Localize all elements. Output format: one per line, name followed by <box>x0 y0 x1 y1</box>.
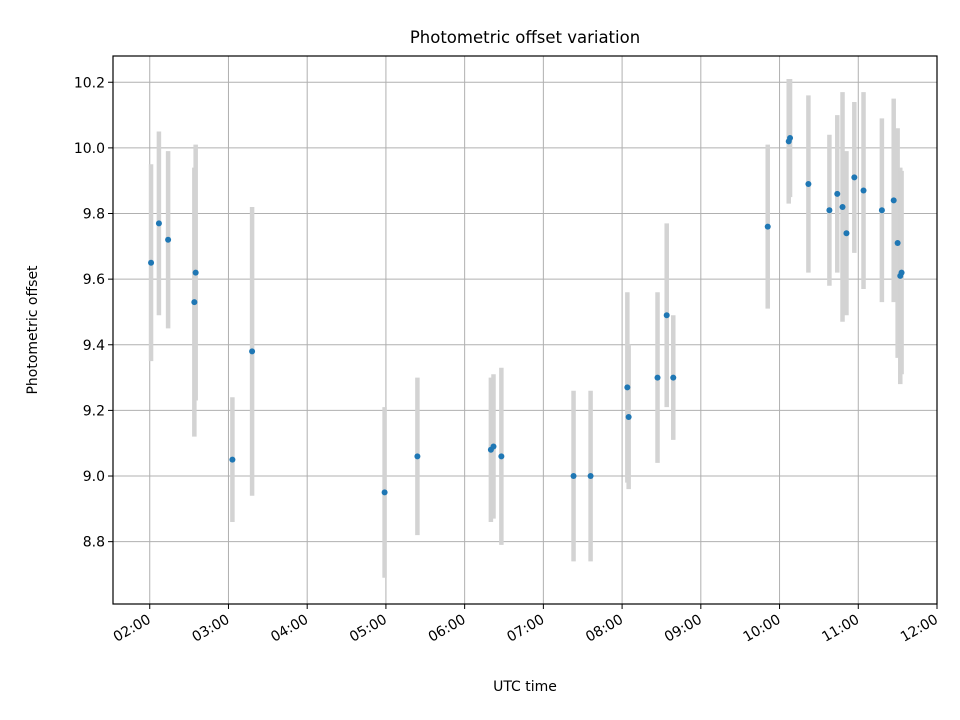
data-point <box>191 299 198 306</box>
data-point <box>155 220 162 227</box>
x-tick-label: 11:00 <box>819 612 862 646</box>
y-tick-label: 9.2 <box>83 403 105 419</box>
chart-title: Photometric offset variation <box>410 28 640 47</box>
data-point <box>625 413 632 420</box>
data-point <box>229 456 236 463</box>
data-point <box>851 174 858 181</box>
data-point <box>654 374 661 381</box>
data-point <box>890 197 897 204</box>
y-tick-label: 10.2 <box>74 75 105 91</box>
data-point <box>414 453 421 460</box>
y-tick-label: 10.0 <box>74 141 105 157</box>
x-tick-label: 07:00 <box>504 612 547 646</box>
data-point <box>490 443 497 450</box>
data-point <box>570 473 577 480</box>
x-tick-label: 08:00 <box>583 612 626 646</box>
data-point <box>192 269 199 276</box>
data-point <box>663 312 670 319</box>
data-point <box>787 135 794 142</box>
x-tick-label: 03:00 <box>190 612 233 646</box>
y-tick-label: 9.4 <box>83 338 105 354</box>
y-tick-label: 9.0 <box>83 469 105 485</box>
y-tick-label: 9.8 <box>83 207 105 223</box>
data-point <box>826 207 833 214</box>
data-point <box>839 203 846 210</box>
data-point <box>381 489 388 496</box>
x-tick-label: 12:00 <box>898 612 941 646</box>
x-tick-label: 06:00 <box>426 612 469 646</box>
y-axis-label: Photometric offset <box>25 265 41 395</box>
data-point <box>165 236 172 243</box>
data-point <box>498 453 505 460</box>
data-point <box>148 259 155 266</box>
data-point <box>898 269 905 276</box>
x-tick-label: 02:00 <box>111 612 154 646</box>
x-tick-label: 09:00 <box>662 612 705 646</box>
data-point <box>587 473 594 480</box>
data-point <box>843 230 850 237</box>
data-point <box>834 190 841 197</box>
data-point <box>624 384 631 391</box>
plot-frame <box>112 55 938 605</box>
x-tick-label: 05:00 <box>347 612 390 646</box>
data-point <box>764 223 771 230</box>
y-tick-label: 9.6 <box>83 272 105 288</box>
data-point <box>894 240 901 247</box>
data-point <box>860 187 867 194</box>
data-point <box>670 374 677 381</box>
x-tick-label: 04:00 <box>268 612 311 646</box>
data-point <box>878 207 885 214</box>
x-axis-label: UTC time <box>493 679 557 695</box>
x-tick-label: 10:00 <box>741 612 784 646</box>
y-tick-label: 8.8 <box>83 535 105 551</box>
data-point <box>249 348 256 355</box>
data-point <box>805 180 812 187</box>
